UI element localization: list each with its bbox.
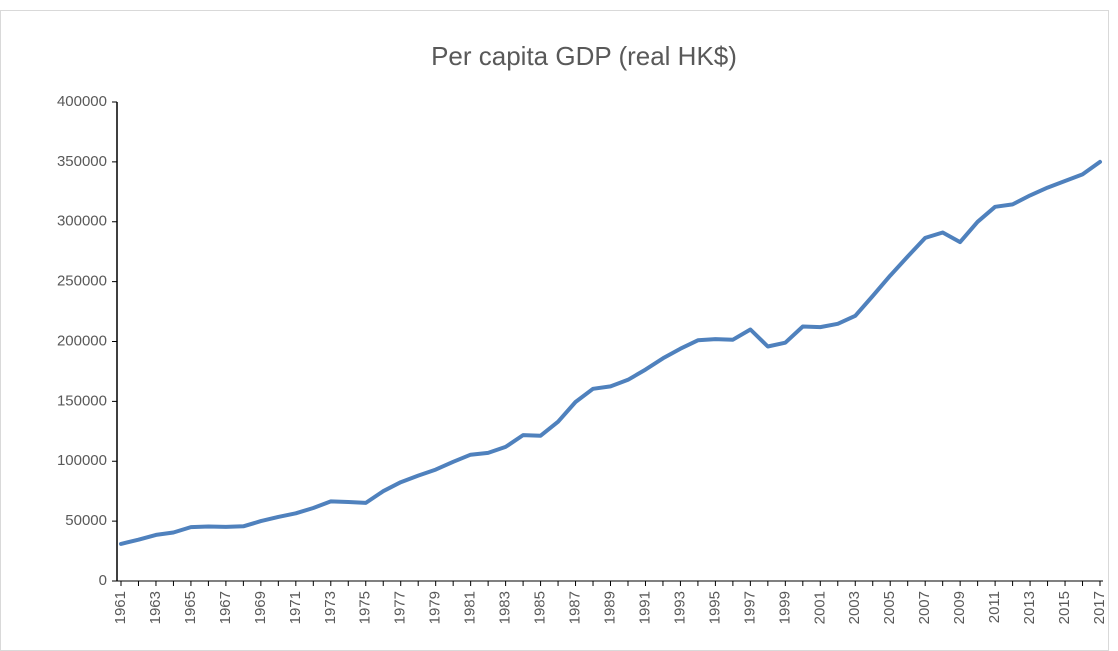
- y-tick-label: 100000: [57, 452, 107, 469]
- y-tick-label: 0: [99, 572, 107, 589]
- x-tick-label: 2007: [916, 591, 933, 624]
- x-tick-label: 2013: [1021, 591, 1038, 624]
- y-tick-label: 400000: [57, 93, 107, 110]
- x-tick-label: 1961: [112, 591, 129, 624]
- x-tick-label: 2003: [846, 591, 863, 624]
- x-tick-label: 1997: [741, 591, 758, 624]
- x-tick-label: 1995: [706, 591, 723, 624]
- x-tick-label: 1963: [147, 591, 164, 624]
- x-tick-label: 1987: [567, 591, 584, 624]
- x-tick-label: 1989: [601, 591, 618, 624]
- x-tick-label: 1991: [636, 591, 653, 624]
- line-series: [119, 159, 1102, 546]
- y-tick-label: 350000: [57, 153, 107, 170]
- y-tick-label: 200000: [57, 332, 107, 349]
- x-tick-label: 1973: [322, 591, 339, 624]
- x-tick-label: 2017: [1091, 591, 1108, 624]
- x-tick-label: 1977: [392, 591, 409, 624]
- x-tick-label: 1971: [287, 591, 304, 624]
- x-tick-label: 1975: [357, 591, 374, 624]
- chart-frame: [0, 10, 1109, 651]
- y-tick-label: 150000: [57, 392, 107, 409]
- x-tick-label: 1969: [252, 591, 269, 624]
- y-tick-label: 300000: [57, 213, 107, 230]
- x-tick-label: 1967: [217, 591, 234, 624]
- x-tick-label: 1985: [532, 591, 549, 624]
- x-tick-label: 2005: [881, 591, 898, 624]
- x-tick-label: 2009: [951, 591, 968, 624]
- x-tick-label: 1979: [427, 591, 444, 624]
- x-tick-label: 2015: [1056, 591, 1073, 624]
- y-tick-label: 50000: [65, 512, 107, 529]
- chart-title: Per capita GDP (real HK$): [431, 41, 737, 71]
- x-tick-label: 1983: [497, 591, 514, 624]
- x-tick-label: 2011: [986, 591, 1003, 623]
- x-tick-label: 1999: [776, 591, 793, 624]
- x-tick-label: 1993: [671, 591, 688, 624]
- x-tick-label: 1965: [182, 591, 199, 624]
- x-tick-label: 1981: [462, 591, 479, 624]
- y-tick-label: 250000: [57, 273, 107, 290]
- x-tick-label: 2001: [811, 591, 828, 624]
